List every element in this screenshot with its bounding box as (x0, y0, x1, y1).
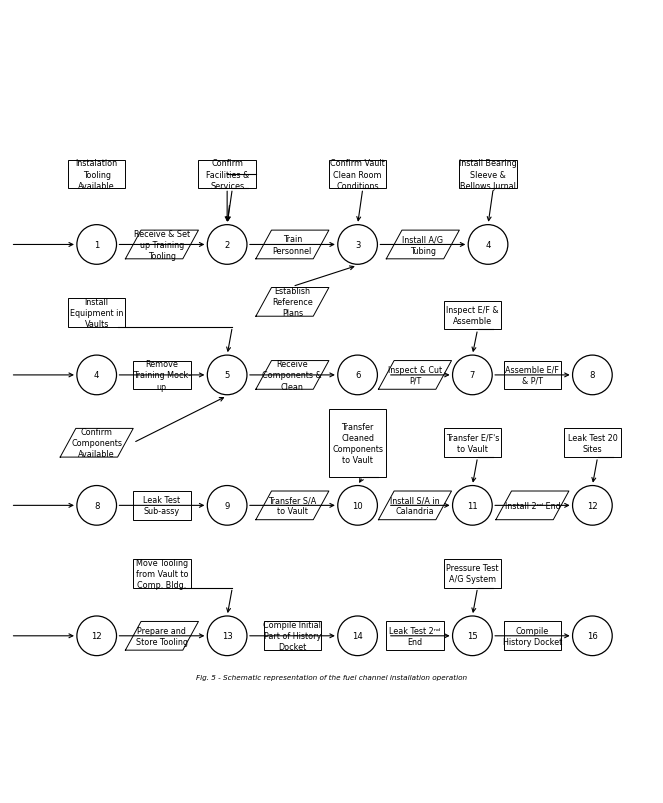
Text: 13: 13 (221, 631, 233, 641)
Bar (68, 161, 125, 190)
Circle shape (337, 486, 377, 525)
Text: Leak Test
Sub-assy: Leak Test Sub-assy (143, 495, 180, 516)
Bar (198, 161, 256, 190)
Circle shape (337, 226, 377, 265)
Text: Prepare and
Store Tooling: Prepare and Store Tooling (136, 626, 188, 646)
Text: Leak Test 2ⁿᵈ
End: Leak Test 2ⁿᵈ End (389, 626, 441, 646)
Text: Inspect E/F &
Assemble: Inspect E/F & Assemble (446, 305, 499, 325)
Text: 5: 5 (225, 371, 230, 380)
Text: Confirm
Components
Available: Confirm Components Available (71, 428, 122, 459)
Text: 14: 14 (352, 631, 363, 641)
Text: Pressure Test
A/G System: Pressure Test A/G System (446, 564, 499, 584)
Text: 2: 2 (225, 241, 230, 250)
Text: 7: 7 (469, 371, 475, 380)
Polygon shape (379, 361, 452, 389)
Circle shape (208, 616, 247, 656)
Text: Transfer E/F's
to Vault: Transfer E/F's to Vault (446, 433, 499, 453)
Text: Confirm
Facilities &
Services: Confirm Facilities & Services (206, 159, 249, 190)
Circle shape (573, 616, 612, 656)
Circle shape (453, 616, 492, 656)
Circle shape (337, 356, 377, 395)
Text: 9: 9 (225, 501, 230, 510)
Circle shape (573, 486, 612, 525)
Bar (444, 301, 501, 330)
Bar (444, 429, 501, 458)
Text: 10: 10 (352, 501, 363, 510)
Text: Fig. 5 - Schematic representation of the fuel channel installation operation: Fig. 5 - Schematic representation of the… (196, 674, 467, 679)
Text: 6: 6 (355, 371, 360, 380)
Text: 3: 3 (355, 241, 360, 250)
Bar (564, 429, 621, 458)
Text: Train
Personnel: Train Personnel (272, 235, 312, 255)
Bar (329, 161, 387, 190)
Text: 16: 16 (587, 631, 598, 641)
Polygon shape (125, 230, 198, 259)
Polygon shape (496, 491, 569, 520)
Text: Transfer
Cleaned
Components
to Vault: Transfer Cleaned Components to Vault (332, 422, 383, 464)
Polygon shape (379, 491, 452, 520)
Text: 1: 1 (94, 241, 99, 250)
Bar (133, 559, 191, 588)
Text: Inspect & Cut
P/T: Inspect & Cut P/T (388, 365, 442, 385)
Text: 15: 15 (467, 631, 478, 641)
Circle shape (337, 616, 377, 656)
Text: Install
Equipment in
Vaults: Install Equipment in Vaults (70, 297, 123, 328)
Text: 12: 12 (91, 631, 102, 641)
Bar (133, 491, 191, 520)
Text: Install Bearing
Sleeve &
Bellows Jurnal: Install Bearing Sleeve & Bellows Jurnal (459, 159, 517, 190)
Bar (504, 361, 561, 389)
Circle shape (77, 226, 117, 265)
Text: Receive & Set
up Training
Tooling: Receive & Set up Training Tooling (134, 230, 190, 261)
Bar (264, 622, 321, 650)
Text: Compile
History Docket: Compile History Docket (503, 626, 562, 646)
Text: Compile Initial
Part of History
Docket: Compile Initial Part of History Docket (263, 621, 322, 651)
Text: Install A/G
Tubing: Install A/G Tubing (402, 235, 444, 255)
Bar (504, 622, 561, 650)
Polygon shape (256, 491, 329, 520)
Circle shape (453, 356, 492, 395)
Polygon shape (60, 429, 133, 458)
Circle shape (208, 486, 247, 525)
Circle shape (208, 356, 247, 395)
Text: Remove
Training Mock-
up: Remove Training Mock- up (133, 360, 191, 391)
Text: 4: 4 (485, 241, 491, 250)
Circle shape (77, 616, 117, 656)
Bar (459, 161, 516, 190)
Text: 8: 8 (589, 371, 595, 380)
Text: 4: 4 (94, 371, 99, 380)
Text: Establish
Reference
Plans: Establish Reference Plans (272, 287, 313, 318)
Text: Install S/A in
Calandria: Install S/A in Calandria (390, 495, 440, 516)
Text: Leak Test 20
Sites: Leak Test 20 Sites (568, 433, 617, 453)
Text: Transfer S/A
to Vault: Transfer S/A to Vault (269, 495, 316, 516)
Polygon shape (125, 622, 198, 650)
Circle shape (77, 356, 117, 395)
Bar (444, 559, 501, 588)
Bar (68, 299, 125, 328)
Circle shape (453, 486, 492, 525)
Bar (387, 622, 444, 650)
Text: Confirm Vault
Clean Room
Conditions: Confirm Vault Clean Room Conditions (330, 159, 385, 190)
Text: Receive
Components &
Clean: Receive Components & Clean (263, 360, 322, 391)
Text: Assemble E/F
& P/T: Assemble E/F & P/T (505, 365, 560, 385)
Text: Install 2ⁿᵈ End: Install 2ⁿᵈ End (505, 501, 560, 510)
Text: Move Tooling
from Vault to
Comp. Bldg.: Move Tooling from Vault to Comp. Bldg. (136, 558, 188, 589)
Polygon shape (256, 230, 329, 259)
Bar (133, 361, 191, 389)
Circle shape (573, 356, 612, 395)
Polygon shape (256, 288, 329, 317)
Circle shape (77, 486, 117, 525)
Bar (329, 410, 387, 477)
Text: 8: 8 (94, 501, 99, 510)
Polygon shape (387, 230, 459, 259)
Polygon shape (256, 361, 329, 389)
Text: Instalation
Tooling
Available: Instalation Tooling Available (76, 159, 118, 190)
Circle shape (208, 226, 247, 265)
Text: 12: 12 (587, 501, 598, 510)
Circle shape (468, 226, 508, 265)
Text: 11: 11 (467, 501, 478, 510)
